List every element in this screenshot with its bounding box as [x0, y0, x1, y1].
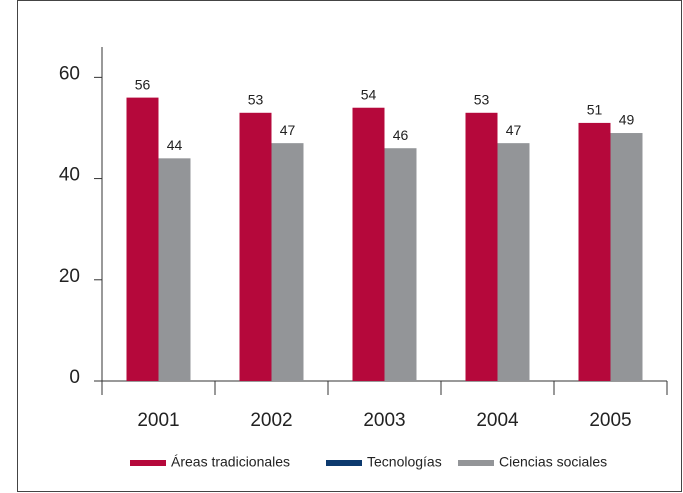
data-label: 49: [619, 112, 635, 128]
legend-swatch: [326, 460, 362, 466]
x-tick-label: 2005: [589, 410, 631, 431]
data-label: 47: [280, 122, 296, 138]
data-label: 47: [506, 122, 522, 138]
data-label: 44: [167, 137, 183, 153]
legend-label: Ciencias sociales: [499, 454, 607, 470]
data-label: 53: [474, 91, 490, 107]
x-tick-label: 2001: [137, 410, 179, 431]
data-label: 51: [587, 102, 603, 118]
y-tick-label: 40: [59, 165, 80, 186]
bar: [158, 158, 191, 381]
bar: [578, 122, 611, 381]
data-label: 46: [393, 127, 409, 143]
x-tick-label: 2003: [363, 410, 405, 431]
x-tick-label: 2002: [250, 410, 292, 431]
data-label: 56: [135, 76, 151, 92]
data-label: 53: [248, 91, 264, 107]
frame: [17, 0, 682, 492]
bar: [465, 112, 498, 382]
bar: [497, 143, 530, 381]
bar: [239, 112, 272, 382]
bar: [352, 107, 385, 382]
legend-swatch: [130, 460, 166, 466]
y-tick-label: 60: [59, 63, 80, 84]
legend-label: Tecnologías: [367, 454, 442, 470]
x-tick-label: 2004: [476, 410, 519, 431]
data-label: 54: [361, 86, 377, 102]
bar: [271, 143, 304, 381]
y-tick-label: 0: [69, 367, 80, 388]
bar: [126, 97, 159, 381]
bar: [610, 133, 643, 381]
bar: [384, 148, 417, 381]
legend-swatch: [458, 460, 494, 466]
legend-label: Áreas tradicionales: [171, 454, 290, 470]
y-tick-label: 20: [59, 266, 80, 287]
